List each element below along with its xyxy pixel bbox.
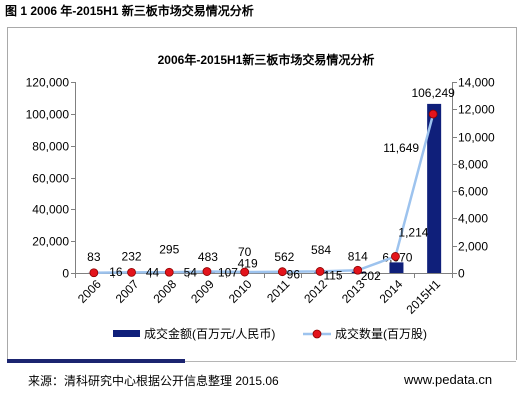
website-link[interactable]: www.pedata.cn: [404, 372, 493, 387]
line-marker: [391, 252, 400, 261]
series-line: [93, 113, 435, 275]
divider-line: [185, 361, 516, 362]
bar-data-label: 419: [238, 256, 258, 270]
line-data-label: 44: [146, 265, 160, 279]
figure-caption: 图 1 2006 年-2015H1 新三板市场交易情况分析: [5, 4, 254, 18]
right-axis-tick-label: 14,000: [458, 76, 495, 90]
legend: 成交金额(百万元/人民币) 成交数量(百万股): [113, 326, 427, 341]
bar-data-label: 584: [311, 243, 331, 257]
line-data-label: 107: [218, 266, 238, 280]
line-marker: [127, 267, 136, 277]
line-data-label: 54: [184, 265, 198, 279]
left-axis-tick-label: 60,000: [32, 172, 69, 186]
line-marker: [240, 267, 250, 277]
legend-line-label: 成交数量(百万股): [335, 326, 427, 341]
line-data-label: 202: [361, 269, 381, 283]
right-axis-tick-label: 8,000: [458, 158, 488, 172]
right-axis-tick-label: 6,000: [458, 185, 488, 199]
line-marker: [164, 267, 174, 277]
left-axis-tick-label: 100,000: [26, 108, 70, 122]
line-data-label: 115: [323, 268, 342, 282]
line-data-label: 1,214: [398, 225, 428, 239]
source-note: 来源：清科研究中心根据公开信息整理 2015.06: [28, 374, 279, 388]
divider-accent: [7, 359, 185, 363]
left-axis-tick-label: 80,000: [32, 140, 69, 154]
bar-data-label: 562: [274, 250, 294, 264]
bar-data-label: 483: [198, 250, 218, 264]
line-marker: [202, 267, 212, 276]
bar-data-label: 232: [122, 250, 142, 264]
line-data-label: 11,649: [383, 141, 419, 155]
right-axis-tick-label: 2,000: [458, 240, 488, 254]
line-marker: [315, 267, 325, 276]
left-axis-tick-label: 40,000: [32, 203, 69, 217]
x-axis-tick-label: 2008: [150, 277, 179, 306]
legend-bar-swatch: [113, 330, 140, 337]
legend-marker-swatch: [312, 329, 322, 339]
bar-data-label: 295: [159, 243, 179, 257]
line-data-label: 16: [109, 265, 123, 279]
chart-frame: [7, 27, 517, 360]
bar-data-label: 106,249: [411, 86, 455, 100]
x-axis-tick-label: 2010: [226, 277, 255, 306]
line-marker: [89, 268, 99, 278]
left-axis-tick-label: 120,000: [26, 76, 70, 90]
axes: 0 20,000 40,000 60,000 80,000 100,000 120,000 0…: [26, 76, 495, 317]
plot-marks: 832322954834195625848146,670106,24916445…: [87, 86, 455, 283]
right-axis-tick-label: 12,000: [458, 103, 495, 117]
x-axis-tick-label: 2007: [113, 277, 142, 306]
bar-data-label: 814: [348, 250, 368, 264]
right-axis-tick-label: 0: [458, 267, 465, 281]
left-axis-tick-label: 0: [62, 267, 69, 281]
x-axis-tick-label: 2015H1: [403, 277, 443, 317]
bar-data-label: 83: [87, 250, 101, 264]
line-marker: [277, 267, 287, 277]
line-marker: [428, 109, 438, 119]
bar: [427, 103, 442, 273]
line-marker: [353, 265, 363, 275]
right-axis-tick-label: 4,000: [458, 212, 488, 226]
left-axis-tick-label: 20,000: [32, 235, 69, 249]
x-axis-tick-label: 2009: [188, 277, 217, 306]
chart-title: 2006年-2015H1新三板市场交易情况分析: [158, 52, 375, 67]
legend-bar-label: 成交金额(百万元/人民币): [144, 326, 275, 341]
line-data-label: 70: [238, 245, 252, 259]
x-axis-tick-label: 2006: [75, 277, 104, 306]
line-data-label: 96: [287, 268, 301, 282]
right-axis-tick-label: 10,000: [458, 131, 495, 145]
bar: [389, 262, 404, 273]
x-axis-tick-label: 2014: [377, 277, 406, 306]
